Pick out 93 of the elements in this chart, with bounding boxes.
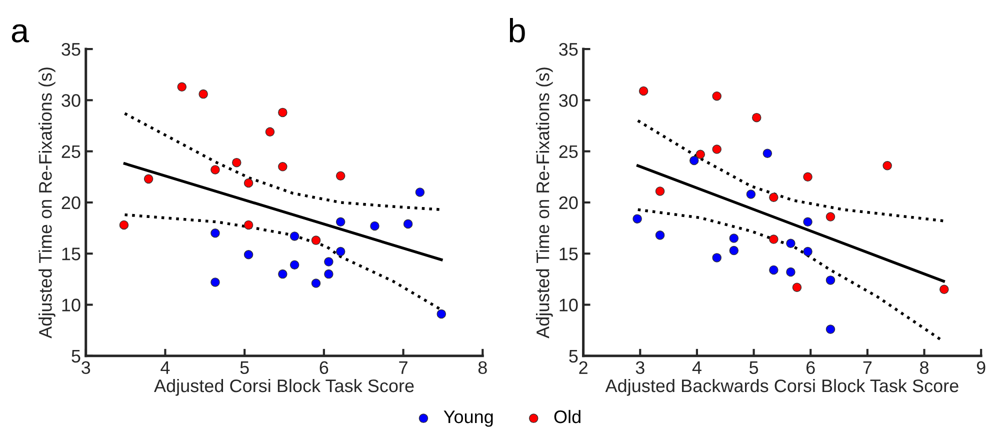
point [762, 148, 772, 158]
point [370, 221, 380, 231]
point [324, 269, 334, 279]
x-tick-label: 9 [976, 361, 986, 374]
point [198, 89, 208, 99]
point [712, 144, 722, 154]
point [336, 246, 346, 256]
y-tick-label: 15 [560, 248, 578, 260]
x-tick-label: 4 [160, 361, 170, 374]
point [826, 324, 836, 334]
x-tick-label: 5 [240, 361, 249, 374]
point [311, 236, 321, 245]
x-tick-label: 4 [692, 361, 702, 374]
x-tick-label: 3 [82, 361, 90, 374]
y-tick-label: 10 [560, 298, 578, 312]
x-axis-title: Adjusted Backwards Corsi Block Task Score [605, 378, 958, 396]
point [244, 250, 254, 260]
legend-label: Young [444, 410, 493, 427]
point [803, 172, 812, 182]
point [632, 214, 642, 224]
point [746, 190, 756, 199]
point [696, 150, 706, 160]
point [415, 188, 425, 197]
point [638, 86, 648, 96]
point [752, 112, 762, 122]
point [655, 186, 665, 196]
y-tick-label: 35 [62, 42, 80, 56]
point [210, 165, 220, 174]
y-tick-label: 35 [559, 42, 578, 56]
x-tick-label: 8 [478, 361, 487, 374]
y-tick-label: 5 [72, 350, 80, 363]
y-tick-label: 15 [62, 248, 80, 260]
point [290, 260, 300, 270]
point [729, 234, 739, 243]
point [786, 267, 796, 277]
line-series [636, 119, 945, 222]
chart-title: a [12, 24, 30, 42]
point [769, 192, 778, 202]
point [729, 246, 739, 256]
legend-label: Old [554, 410, 580, 424]
point [803, 217, 812, 227]
x-tick-label: 7 [863, 361, 872, 374]
y-tick-label: 10 [62, 298, 80, 312]
point [792, 282, 802, 292]
x-tick-label: 7 [399, 361, 408, 374]
point [655, 230, 665, 240]
y-tick-label: 25 [62, 145, 80, 158]
y-tick-label: 30 [559, 94, 578, 107]
point [826, 212, 836, 222]
point [210, 228, 220, 238]
point [940, 284, 949, 294]
point [265, 127, 275, 137]
point [232, 158, 242, 168]
point [324, 257, 334, 266]
y-tick-label: 25 [559, 145, 578, 158]
x-axis-title: Adjusted Corsi Block Task Score [154, 378, 414, 396]
point [826, 276, 836, 285]
point [278, 108, 288, 118]
point [712, 253, 722, 262]
y-tick-label: 5 [569, 350, 578, 363]
point [119, 220, 129, 230]
point [278, 162, 288, 172]
y-axis-title: Adjusted Time on Re-Fixations (s) [38, 68, 56, 338]
point [177, 82, 187, 92]
point [882, 161, 892, 170]
y-tick-label: 30 [62, 94, 80, 107]
point [311, 278, 321, 288]
point [336, 217, 346, 227]
point [210, 278, 220, 287]
x-tick-label: 3 [636, 361, 644, 374]
x-tick-label: 2 [579, 361, 588, 374]
x-tick-label: 5 [749, 361, 758, 374]
point [244, 220, 254, 230]
point [144, 174, 154, 184]
point [769, 265, 778, 275]
x-tick-label: 8 [920, 361, 928, 374]
y-tick-label: 20 [62, 196, 80, 210]
point [712, 91, 722, 101]
point [290, 232, 300, 241]
point [786, 238, 796, 248]
y-tick-label: 20 [559, 196, 578, 210]
point [436, 309, 446, 319]
x-tick-label: 6 [320, 361, 328, 374]
x-tick-label: 6 [806, 361, 815, 374]
point [769, 234, 778, 244]
chart-title: b [510, 18, 525, 42]
point [689, 156, 699, 166]
point [336, 171, 346, 180]
point [244, 178, 254, 188]
point [803, 246, 812, 256]
point [278, 269, 288, 279]
point [403, 219, 413, 229]
y-axis-title: Adjusted Time on Re-Fixations (s) [536, 68, 553, 338]
